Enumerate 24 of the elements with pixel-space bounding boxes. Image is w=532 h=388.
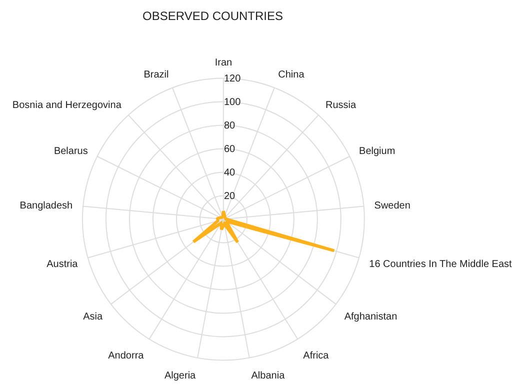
spoke-label: Algeria (164, 370, 196, 382)
y-tick-label: 20 (224, 190, 236, 202)
spoke-label: Afghanistan (344, 311, 398, 322)
spoke-label: Brazil (144, 69, 169, 80)
y-tick-label: 100 (224, 96, 242, 108)
spoke-label: 16 Countries In The Middle East (369, 258, 512, 270)
spoke-label: Belarus (54, 146, 88, 157)
spoke-label: Bangladesh (20, 200, 73, 212)
spoke-label: Africa (303, 350, 330, 362)
y-tick-label: 120 (224, 73, 242, 84)
spoke-label: Sweden (374, 200, 410, 212)
y-tick-label: 80 (224, 120, 236, 132)
spoke-label: China (278, 69, 305, 80)
spoke-label: Andorra (108, 350, 144, 362)
chart-title: OBSERVED COUNTRIES (142, 9, 284, 24)
spoke-label: Bosnia and Herzegovina (12, 100, 122, 112)
spoke-label: Iran (214, 58, 232, 69)
spoke-label: Asia (83, 311, 103, 322)
spoke-label: Belgium (359, 146, 396, 157)
spoke-label: Austria (46, 258, 78, 270)
spoke-label: Russia (325, 100, 356, 112)
y-tick-label: 60 (224, 144, 236, 155)
spoke-label: Albania (251, 370, 286, 382)
y-tick-label: 40 (224, 167, 236, 178)
